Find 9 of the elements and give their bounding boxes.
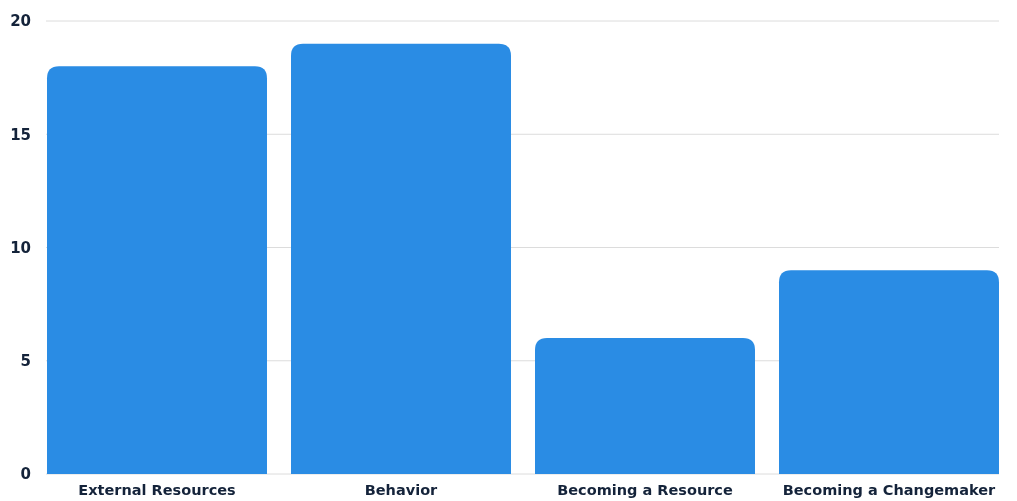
x-tick-label: External Resources — [78, 482, 236, 498]
x-tick-label: Becoming a Resource — [557, 482, 733, 498]
y-tick-label: 10 — [10, 238, 31, 257]
y-tick-label: 20 — [10, 12, 31, 31]
y-tick-label: 0 — [20, 465, 31, 484]
y-tick-label: 15 — [10, 125, 31, 144]
x-tick-label: Becoming a Changemaker — [782, 482, 997, 498]
x-tick-label: Behavior — [364, 482, 439, 498]
y-tick-label: 5 — [20, 352, 31, 370]
